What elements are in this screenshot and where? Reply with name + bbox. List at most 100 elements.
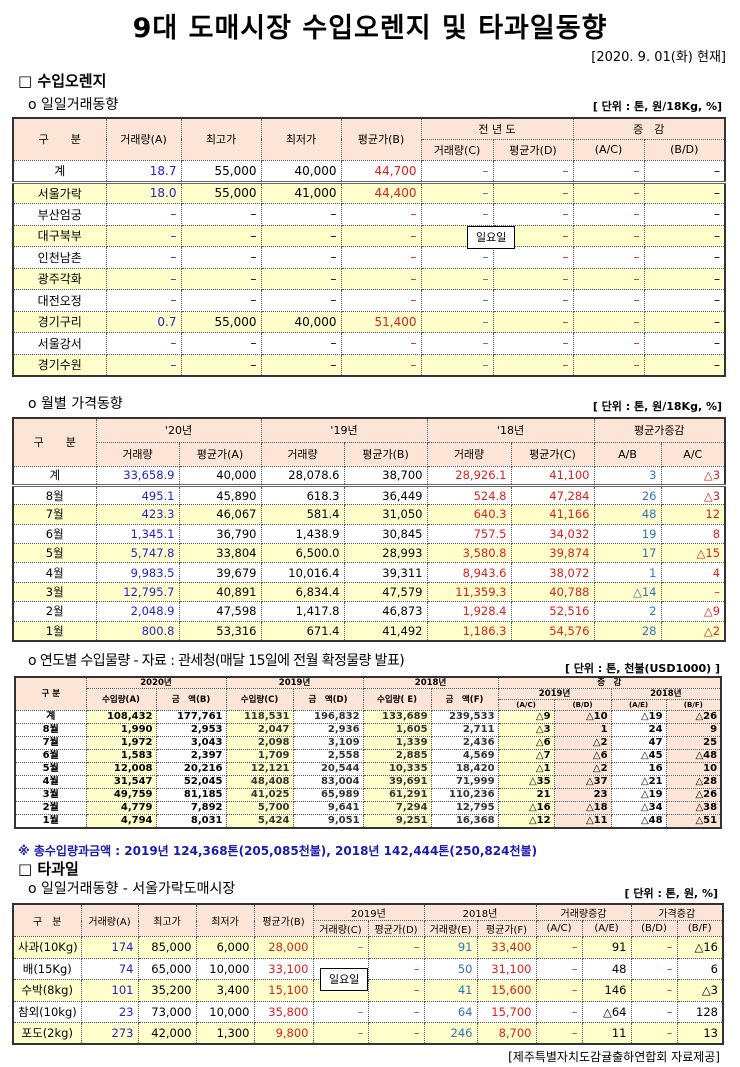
table-cell: 2 (593, 601, 662, 622)
table-cell: 47,598 (178, 601, 262, 622)
table-cell: 40,000 (260, 159, 342, 183)
table-cell: – (260, 246, 342, 269)
table-cell: 11 (581, 1022, 632, 1045)
table-row: 경기수원 – – – – – – – – (12, 353, 726, 376)
table-cell: 15,700 (476, 1000, 537, 1024)
table-cell: 31,050 (343, 504, 428, 525)
table-cell: 8,700 (476, 1022, 537, 1045)
table-row: 포도(2kg) 273 42,000 1,300 9,800– –246 8,700–11–… (12, 1022, 724, 1045)
section-other-fruits: □ 타과일 (18, 860, 79, 878)
table-cell: 28,078.6 (260, 465, 345, 486)
table-cell: – (105, 224, 182, 247)
table-cell: – (105, 203, 182, 226)
table-cell: 1,709 (225, 749, 294, 763)
table-row: 5월 12,008 20,216 12,121 20,544 10,335 18,420 △1… (14, 762, 722, 776)
table-cell: 423.3 (95, 504, 180, 525)
table-cell: △16 (676, 936, 724, 959)
table-cell: – (643, 353, 726, 376)
header-ab: A/B (593, 441, 662, 467)
header-2018: 2018년 (362, 676, 499, 689)
table-cell: – (105, 267, 182, 290)
header-prev-avg: 평균가(D) (492, 138, 574, 161)
table-cell: 55,000 (180, 181, 262, 204)
table-cell: 12,121 (225, 762, 294, 776)
orange-monthly-table: 구 분 '20년 '19년 '18년 평균가증감 거래량 평균가(A) 거래량 평균가(B) 거… (12, 417, 727, 642)
table-cell: 1,438.9 (260, 523, 345, 545)
header-f: 평균가(F) (476, 920, 537, 937)
table-cell: 74 (80, 957, 139, 981)
table-cell: 41 (423, 979, 478, 1002)
table-cell: 39,874 (510, 543, 595, 564)
table-row: 계 33,658.9 40,000 28,078.6 38,700 28,926.1 41,… (12, 465, 726, 486)
table-row: 인천남촌 – – – – – – – – (12, 246, 726, 269)
table-cell: 41,492 (343, 620, 428, 642)
table-cell: 1,990 (85, 723, 157, 737)
table-cell: 1,928.4 (426, 601, 512, 622)
table-cell: – (643, 246, 726, 269)
table-cell: 19 (593, 523, 662, 545)
table-row: 수박(8kg) 101 35,200 3,400 15,100–41 15,600–146… (12, 979, 724, 1002)
table-cell: 83,004 (292, 775, 364, 789)
header-ad: 금 액(D) (292, 688, 364, 711)
table-cell: 2,436 (430, 736, 499, 750)
table-cell: △19 (610, 788, 667, 802)
table-cell: 73,000 (137, 1000, 197, 1024)
table-cell: 273 (80, 1022, 139, 1045)
table-cell: 28,000 (253, 936, 314, 959)
row-label: 계 (14, 710, 87, 724)
header-avg: 평균가(B) (340, 117, 422, 161)
table-cell: – (312, 1000, 369, 1024)
table-cell: 44,400 (340, 181, 422, 204)
table-cell: △38 (665, 801, 722, 815)
table-cell: △3 (660, 465, 726, 486)
table-cell: 30,845 (343, 523, 428, 545)
table-cell: 118,531 (225, 710, 294, 724)
table-cell: – (535, 936, 583, 959)
table-cell: 1,417.8 (260, 601, 345, 622)
table-cell: △2 (660, 620, 726, 642)
header-qe: 수입량( E) (362, 688, 432, 711)
header-vol-change: 거래량증감 (535, 903, 632, 921)
table-cell: 45,890 (178, 484, 262, 506)
table-cell: – (420, 203, 494, 226)
table-cell: 2,558 (292, 749, 364, 763)
table-cell: 1 (593, 562, 662, 583)
table-cell: 28,993 (343, 543, 428, 564)
header-2019: 2019년 (225, 676, 364, 689)
table-cell: △35 (497, 775, 555, 789)
table-cell: – (643, 310, 726, 333)
table-cell: 2,885 (362, 749, 432, 763)
header-volume: 거래량(A) (105, 117, 182, 161)
table-row: 4월 9,983.5 39,679 10,016.4 39,311 8,943.6 38,0… (12, 562, 726, 583)
orange-imports-table: 구 분 2020년 2019년 2018년 증 감 수입량(A) 금 액(B) 수입량(C)… (14, 676, 723, 829)
table-cell: 1 (553, 723, 612, 737)
header-ae: (A/E) (581, 920, 632, 937)
table-cell: △9 (660, 601, 726, 622)
table-cell: – (492, 353, 574, 376)
table-cell: 671.4 (260, 620, 345, 642)
table-cell: 25 (665, 736, 722, 750)
table-cell: 9,641 (292, 801, 364, 815)
table-cell: – (180, 246, 262, 269)
table-cell: – (643, 181, 726, 204)
table-cell: 48 (581, 957, 632, 981)
table-cell: – (643, 203, 726, 226)
row-label: 대구북부 (12, 224, 107, 247)
table-cell: △10 (553, 710, 612, 724)
table-cell: – (492, 159, 574, 183)
table-cell: 12,008 (85, 762, 157, 776)
row-label: 8월 (14, 723, 87, 737)
table-cell: △45 (610, 749, 667, 763)
header-2018: 2018년 (423, 903, 537, 921)
table-cell: △3 (676, 979, 724, 1002)
table-cell: 18.0 (105, 181, 182, 204)
table-cell: – (105, 332, 182, 355)
table-cell: 42,000 (137, 1022, 197, 1045)
header-avg-c: 평균가(C) (510, 441, 595, 467)
table-cell: △26 (665, 710, 722, 724)
table-cell: 47,284 (510, 484, 595, 506)
table-cell: – (420, 267, 494, 290)
table-row: 7월 1,972 3,043 2,098 3,109 1,339 2,436 △6 △2 47 25 (14, 736, 722, 750)
table-cell: 20,544 (292, 762, 364, 776)
table-cell: △21 (610, 775, 667, 789)
